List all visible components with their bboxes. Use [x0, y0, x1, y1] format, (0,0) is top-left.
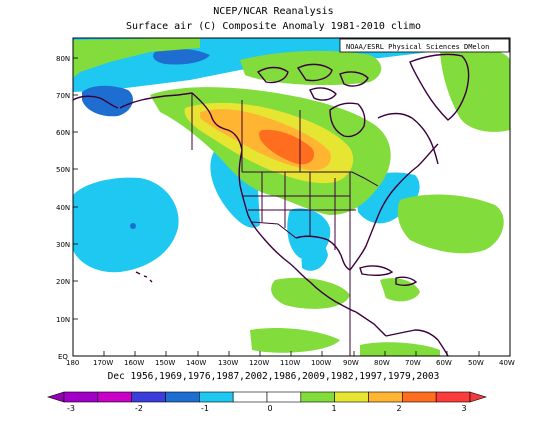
lat-axis: 80N 70N 60N 50N 40N 30N 20N 10N EQ [56, 55, 70, 361]
coastline-hudson-bay [329, 102, 366, 138]
colorbar-segment [232, 391, 268, 403]
lon-label-160w: 160W [124, 359, 144, 367]
colorbar-segment [131, 391, 166, 403]
colorbar-arrow-right [469, 391, 488, 403]
lon-label-50w: 50W [468, 359, 484, 367]
colorbar-label-3: 3 [461, 404, 466, 413]
lat-label-eq: EQ [58, 353, 68, 361]
anomaly-region-southeast-green [380, 278, 420, 302]
colorbar-segment [368, 391, 403, 403]
anomaly-region-south-green [271, 277, 350, 309]
anomaly-region-mexico-blue [300, 234, 328, 271]
lon-label-40w: 40W [499, 359, 515, 367]
colorbar-label-0: 0 [267, 404, 272, 413]
lat-label-30n: 30N [56, 241, 70, 249]
border-us-mexico [251, 221, 297, 239]
coastline-central-america [355, 311, 387, 337]
colorbar-arrow-left [46, 391, 65, 403]
colorbar-label-neg3: -3 [67, 404, 75, 413]
coastline-siberia [73, 95, 119, 109]
lon-label-170w: 170W [93, 359, 113, 367]
chart-title: NCEP/NCAR Reanalysis [213, 6, 334, 17]
colorbar-segment [402, 391, 437, 403]
colorbar-segment [165, 391, 200, 403]
colorbar-segment [199, 391, 234, 403]
colorbar-segment [266, 391, 302, 403]
lat-label-60n: 60N [56, 129, 70, 137]
coastline-arctic-islands-2 [296, 63, 333, 82]
colorbar-label-neg1: -1 [201, 404, 209, 413]
colorbar [46, 391, 488, 403]
coastline-arctic-islands-3 [339, 71, 369, 87]
coastline-gulf-mexico [295, 235, 351, 271]
colorbar-label-2: 2 [396, 404, 401, 413]
anomaly-core-arctic [153, 48, 210, 65]
coastline-arctic-islands-1 [256, 66, 289, 84]
lon-label-150w: 150W [155, 359, 175, 367]
lat-label-50n: 50N [56, 166, 70, 174]
lat-label-20n: 20N [56, 278, 70, 286]
colorbar-segment [334, 391, 369, 403]
anomaly-region-west-blue [210, 150, 260, 228]
map-frame [72, 37, 511, 357]
lat-ticks [73, 57, 78, 320]
coastline-west-north-america [238, 149, 357, 313]
lon-label-90w: 90W [343, 359, 359, 367]
anomaly-region-arctic-green [240, 50, 382, 86]
lon-label-130w: 130W [218, 359, 238, 367]
lon-label-60w: 60W [436, 359, 452, 367]
anomaly-region-north-green [73, 38, 200, 78]
colorbar-segment [63, 391, 99, 403]
coastline-east-us [349, 143, 439, 271]
colorbar-label-neg2: -2 [135, 404, 143, 413]
lat-label-70n: 70N [56, 92, 70, 100]
lon-label-80w: 80W [374, 359, 390, 367]
lon-label-100w: 100W [311, 359, 331, 367]
colorbar-label-1: 1 [331, 404, 336, 413]
anomaly-core-pacific [130, 223, 136, 229]
political-borders [191, 93, 379, 356]
anomaly-core-bering [82, 85, 133, 117]
anomaly-region-atlantic-green [397, 194, 504, 254]
coastline-arctic-islands-4 [309, 87, 337, 101]
lon-ticks [103, 351, 480, 356]
chart-subtitle: Surface air (C) Composite Anomaly 1981-2… [125, 21, 421, 32]
border-us-canada [242, 171, 379, 187]
lon-label-110w: 110W [280, 359, 300, 367]
composite-dates: Dec 1956,1969,1976,1987,2002,1986,2009,1… [107, 371, 440, 382]
lat-label-80n: 80N [56, 55, 70, 63]
colorbar-labels: -3 -2 -1 0 1 2 3 [67, 404, 467, 413]
lon-axis: 180 170W 160W 150W 140W 130W 120W 110W 1… [66, 359, 515, 367]
lat-label-40n: 40N [56, 204, 70, 212]
coastlines [73, 53, 470, 356]
lon-label-70w: 70W [405, 359, 421, 367]
coastline-labrador [377, 112, 439, 165]
anomaly-region-pacific-blue [73, 177, 179, 273]
coastline-cuba [359, 265, 394, 277]
anomaly-region-equator-green [250, 328, 340, 353]
colorbar-segment [300, 391, 335, 403]
credit-box: NOAA/ESRL Physical Sciences DMelon [339, 38, 510, 53]
colorbar-segment [97, 391, 132, 403]
anomaly-region-east-equator-green [360, 342, 440, 356]
coastline-hispaniola [395, 276, 418, 287]
colorbar-segment [435, 391, 471, 403]
lon-label-120w: 120W [249, 359, 269, 367]
credit-box-frame [339, 38, 510, 53]
coastline-greenland [409, 53, 470, 121]
lon-label-140w: 140W [186, 359, 206, 367]
lon-label-180: 180 [66, 359, 79, 367]
coastline-south-america-north [385, 329, 449, 356]
lat-label-10n: 10N [56, 316, 70, 324]
coastline-hawaii [135, 271, 153, 283]
credit-text: NOAA/ESRL Physical Sciences DMelon [346, 43, 489, 51]
coastline-alaska-bering [119, 92, 243, 151]
